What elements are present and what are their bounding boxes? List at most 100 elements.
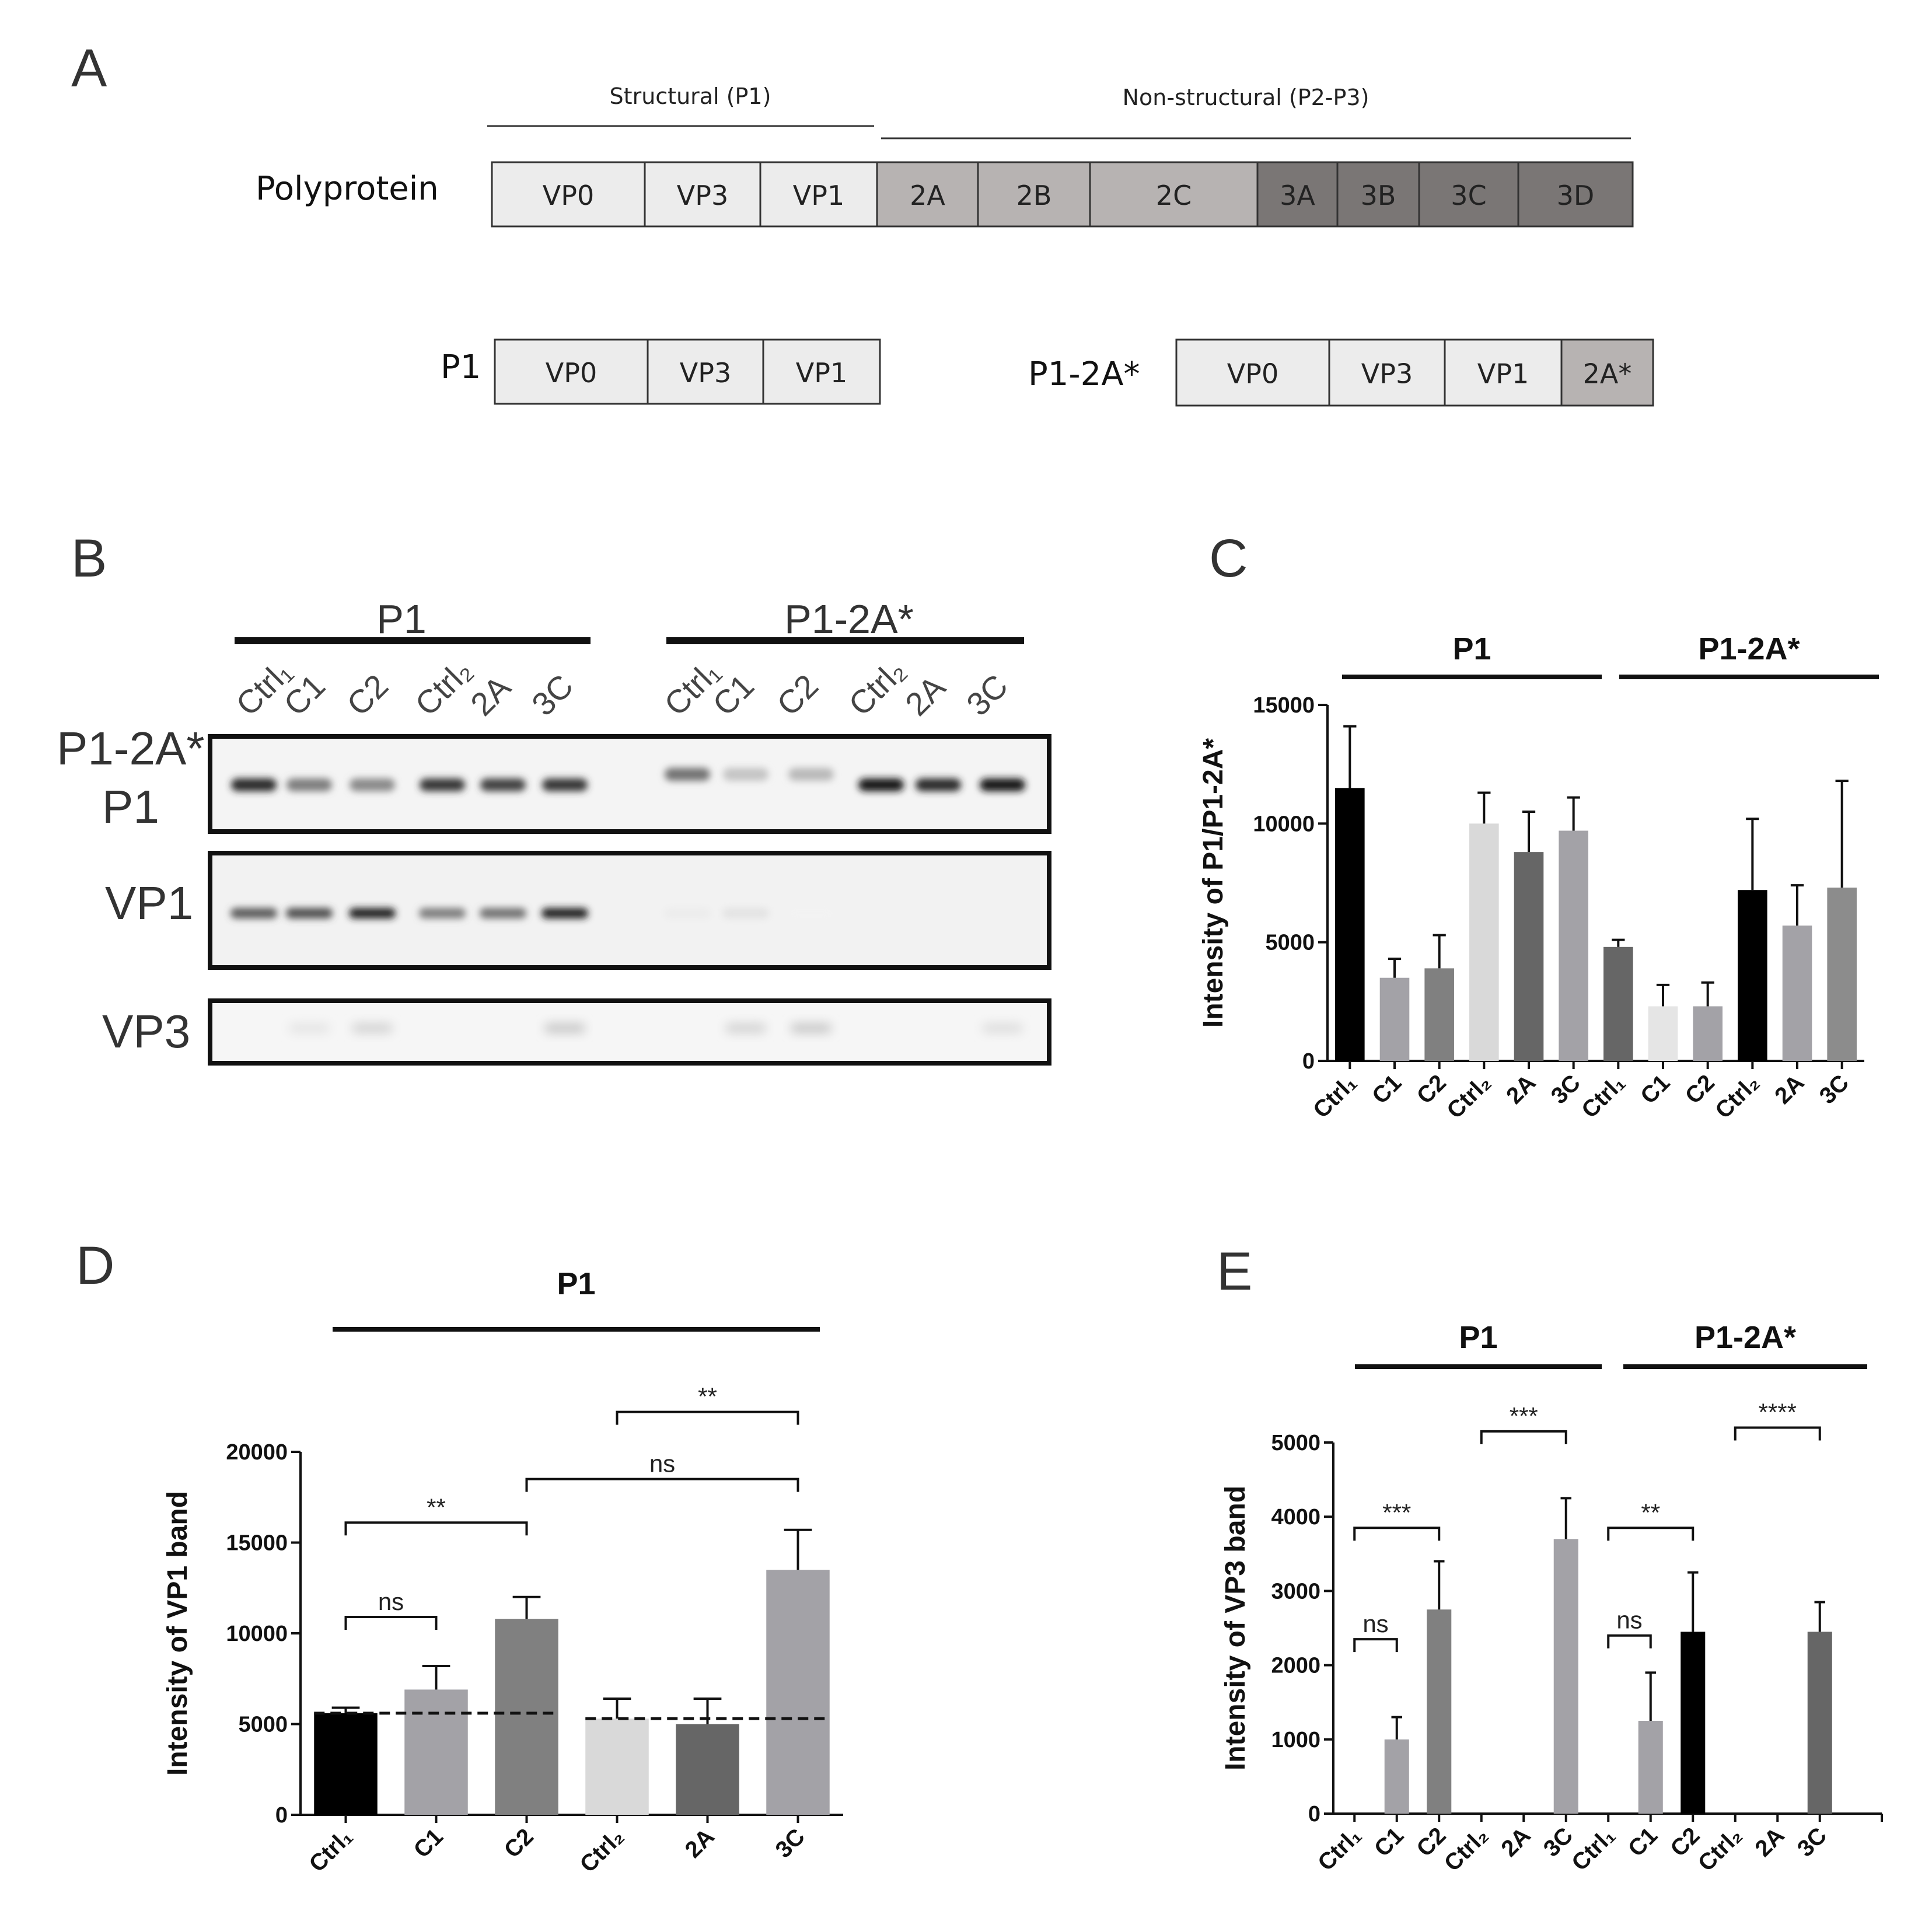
p1-2a-segment-label: VP1 — [1477, 358, 1529, 390]
blot-band — [788, 908, 834, 918]
bar-0 — [314, 1713, 378, 1815]
x-tick-label: Ctrl₁ — [1308, 1070, 1362, 1123]
blot-membrane-vp3 — [208, 998, 1051, 1066]
blot-band — [664, 908, 711, 918]
polyprotein-segment-label: 3D — [1557, 180, 1595, 211]
blot-lane-label: C2 — [770, 667, 825, 722]
polyprotein-segment-label: 2A — [910, 180, 945, 211]
p1-2a-segment-label: VP0 — [1227, 358, 1278, 390]
polyprotein-segment-3c — [1418, 161, 1519, 228]
polyprotein-segment-label: VP3 — [677, 180, 728, 211]
significance-label: ns — [1616, 1606, 1642, 1634]
y-axis-label: Intensity of VP1 band — [162, 1491, 193, 1776]
polyprotein-segment-label: VP1 — [793, 180, 844, 211]
bar-9 — [1738, 890, 1767, 1061]
x-tick-label: 2A — [1750, 1822, 1789, 1861]
bar-1 — [404, 1689, 468, 1815]
significance-label: *** — [1382, 1499, 1411, 1526]
blot-band — [788, 768, 834, 781]
bar-5 — [1553, 1539, 1578, 1814]
blot-lane-label: Ctrl₂ — [408, 652, 479, 723]
x-tick-label: 2A — [680, 1824, 719, 1863]
blot-band — [350, 778, 395, 791]
p1-2a-construct-label: P1-2A* — [1028, 355, 1140, 393]
bar-11 — [1827, 888, 1857, 1061]
polyprotein-segment-3a — [1256, 161, 1339, 228]
x-tick-label: Ctrl₂ — [1693, 1822, 1747, 1876]
p1-segment-label: VP3 — [680, 357, 731, 389]
blot-group-label-p1-2a: P1-2A* — [784, 596, 914, 642]
x-tick-label: 2A — [1496, 1822, 1535, 1861]
blot-band — [541, 908, 588, 918]
x-tick-label: C1 — [1367, 1070, 1406, 1109]
significance-bracket — [525, 1478, 799, 1492]
blot-band — [858, 778, 904, 791]
blot-band — [791, 1024, 832, 1033]
y-tick-label: 15000 — [1253, 693, 1315, 718]
bar-6 — [1603, 946, 1633, 1061]
y-tick-label: 0 — [1302, 1049, 1315, 1074]
polyprotein-segment-2a — [876, 161, 979, 228]
p1-construct-label: P1 — [441, 348, 481, 386]
polyprotein-segment-label: 2C — [1156, 180, 1192, 211]
blot-band — [352, 1024, 393, 1033]
chart-d: 0 5000 10000 15000 20000 Intensity of VP1 ban… — [162, 1266, 843, 1878]
polyprotein-segment-label: 3B — [1361, 180, 1396, 211]
p1-segment-label: VP1 — [796, 357, 847, 389]
significance-bracket — [1734, 1426, 1821, 1441]
significance-bracket — [1353, 1638, 1398, 1653]
blot-lane-label: Ctrl₂ — [841, 652, 913, 723]
significance-bracket — [344, 1616, 438, 1630]
group-label: P1 — [557, 1266, 595, 1301]
p1-segment-label: VP0 — [546, 357, 597, 389]
y-axis-label: Intensity of P1/P1-2A* — [1198, 738, 1229, 1028]
p1-2a-segment-2a-star — [1560, 338, 1654, 407]
bar-5 — [766, 1570, 830, 1815]
blot-band — [287, 778, 332, 791]
significance-bracket — [1353, 1527, 1441, 1541]
bar-8 — [1693, 1006, 1723, 1061]
blot-row-label-p1: P1 — [102, 781, 159, 833]
x-tick-label: 3C — [771, 1824, 810, 1863]
p1-segment-vp3 — [647, 338, 764, 405]
blot-band — [916, 778, 961, 791]
panel-label-b: B — [71, 529, 107, 588]
bar-1 — [1379, 977, 1410, 1061]
panel-label-d: D — [76, 1236, 114, 1295]
blot-band — [982, 1024, 1023, 1033]
blot-band — [480, 778, 526, 791]
significance-label: ** — [1641, 1499, 1660, 1526]
x-tick-label: C1 — [409, 1824, 448, 1863]
group-label: P1 — [1459, 1320, 1497, 1355]
y-tick-label: 5000 — [1265, 931, 1315, 955]
x-tick-label: C2 — [499, 1824, 539, 1863]
blot-lane-label: C2 — [340, 667, 395, 722]
blot-lane-label: 3C — [525, 667, 580, 722]
y-tick-label: 1000 — [1271, 1728, 1320, 1752]
x-tick-label: Ctrl₂ — [575, 1824, 628, 1877]
chart-e: 0 1000 2000 3000 4000 5000 Intensity of VP3 ba… — [1220, 1320, 1883, 1877]
p1-2a-segment-vp1 — [1444, 338, 1563, 407]
polyprotein-segment-vp0 — [491, 161, 646, 228]
panel-label-c: C — [1209, 529, 1248, 588]
x-tick-label: 3C — [1815, 1070, 1854, 1109]
x-tick-label: 3C — [1793, 1822, 1832, 1861]
bar-10 — [1782, 925, 1812, 1061]
significance-bracket — [1607, 1634, 1652, 1648]
significance-label: ns — [1362, 1610, 1388, 1637]
y-tick-label: 10000 — [226, 1622, 288, 1646]
blot-band — [231, 778, 277, 791]
p1-2a-segment-vp3 — [1328, 338, 1446, 407]
bar-2 — [1424, 968, 1454, 1061]
polyprotein-segment-3d — [1517, 161, 1634, 228]
blot-band — [289, 1024, 330, 1033]
x-tick-label: Ctrl₁ — [1313, 1822, 1367, 1876]
p1-2a-segment-vp0 — [1175, 338, 1330, 407]
p1-segment-vp1 — [762, 338, 881, 405]
polyprotein-segment-vp1 — [759, 161, 878, 228]
bar-7 — [1648, 1006, 1678, 1061]
blot-band — [420, 778, 465, 791]
y-tick-label: 15000 — [226, 1531, 288, 1556]
significance-bracket — [344, 1521, 528, 1536]
